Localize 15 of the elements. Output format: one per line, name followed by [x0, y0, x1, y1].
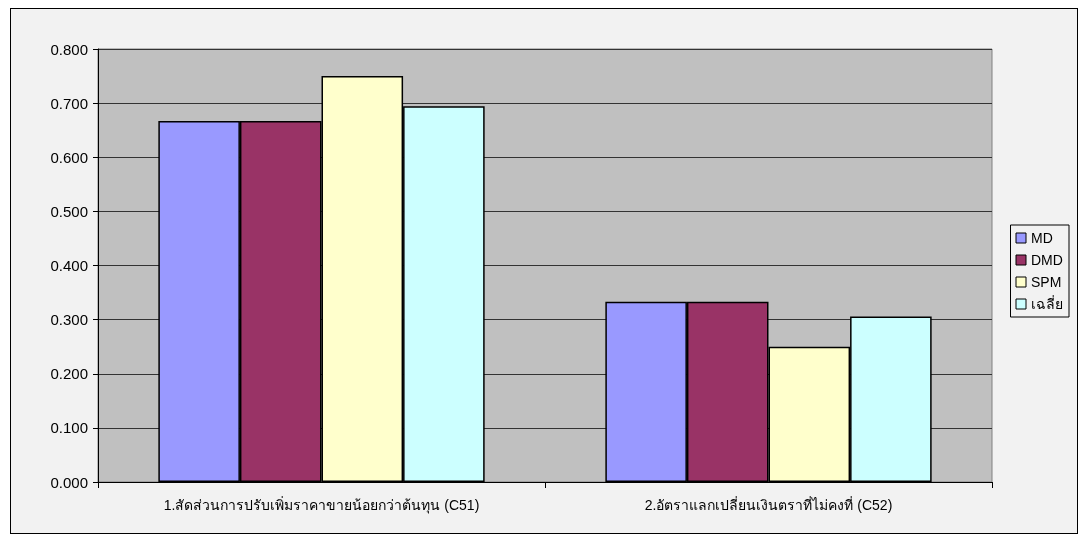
y-tick-label: 0.000 [50, 473, 88, 491]
y-tick-label: 0.400 [50, 257, 88, 274]
legend-label: DMD [1031, 252, 1063, 268]
legend-label: MD [1031, 230, 1053, 246]
y-tick-label: 0.100 [50, 419, 88, 437]
x-tick-label: 2.อัตราแลกเปลี่ยนเงินตราที่ไม่คงที่ (C52) [644, 496, 893, 513]
y-tick-label: 0.300 [50, 311, 88, 329]
y-tick-label: 0.700 [50, 94, 88, 112]
x-tick-label: 1.สัดส่วนการปรับเพิ่มราคาขายน้อยกว่าต้นทุน (C51) [163, 496, 480, 514]
legend-label: เฉลี่ย [1031, 295, 1063, 312]
y-tick-label: 0.200 [50, 365, 88, 383]
y-tick-label: 0.800 [50, 40, 88, 58]
y-tick-label: 0.500 [50, 202, 88, 220]
legend-label: SPM [1031, 274, 1062, 290]
y-tick-label: 0.600 [50, 148, 88, 166]
